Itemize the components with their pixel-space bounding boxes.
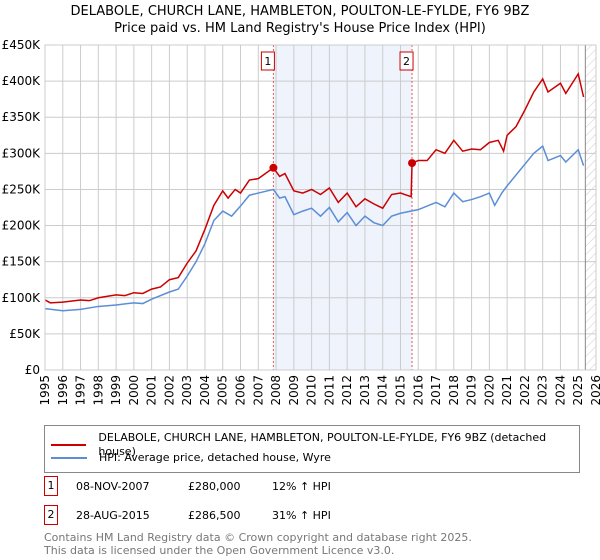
y-tick-label: £250K bbox=[2, 182, 42, 196]
legend-item-property: DELABOLE, CHURCH LANE, HAMBLETON, POULTO… bbox=[51, 431, 579, 459]
x-tick-label: 2007 bbox=[251, 375, 265, 406]
x-tick-label: 2001 bbox=[145, 375, 159, 406]
chart-title: DELABOLE, CHURCH LANE, HAMBLETON, POULTO… bbox=[70, 4, 530, 19]
sale-badge-label: 1 bbox=[264, 55, 271, 68]
transaction-hpi: 31% ↑ HPI bbox=[272, 509, 331, 522]
x-tick-label: 2021 bbox=[500, 375, 514, 406]
transaction-price: £286,500 bbox=[188, 509, 241, 522]
transaction-date: 08-NOV-2007 bbox=[76, 480, 150, 493]
x-tick-label: 1997 bbox=[74, 375, 88, 406]
property-series-line bbox=[44, 71, 585, 304]
y-tick-label: £100K bbox=[2, 291, 42, 305]
legend-swatch-red bbox=[51, 444, 87, 446]
footer: Contains HM Land Registry data © Crown c… bbox=[44, 531, 472, 557]
x-tick-label: 2015 bbox=[393, 375, 407, 406]
legend-label: HPI: Average price, detached house, Wyre bbox=[99, 451, 331, 464]
x-tick-label: 1996 bbox=[56, 375, 70, 406]
x-tick-label: 2000 bbox=[127, 375, 141, 406]
x-tick-label: 2005 bbox=[216, 375, 230, 406]
x-tick-label: 2012 bbox=[340, 375, 354, 406]
transaction-badge: 2 bbox=[44, 505, 58, 525]
y-tick-label: £400K bbox=[2, 74, 42, 88]
sale-badge bbox=[399, 51, 414, 71]
x-tick-label: 2022 bbox=[518, 375, 532, 406]
legend-label: DELABOLE, CHURCH LANE, HAMBLETON, POULTO… bbox=[98, 431, 547, 458]
sale-point bbox=[408, 159, 417, 168]
x-tick-label: 2011 bbox=[322, 375, 336, 406]
x-tick-label: 2025 bbox=[571, 375, 585, 406]
x-tick-label: 2002 bbox=[162, 375, 176, 406]
x-tick-label: 2017 bbox=[429, 375, 443, 406]
x-tick-label: 2004 bbox=[198, 375, 212, 406]
chart-subtitle: Price paid vs. HM Land Registry's House … bbox=[114, 21, 486, 36]
y-tick-label: £150K bbox=[2, 255, 42, 269]
hpi-series-line bbox=[44, 144, 585, 312]
x-tick-label: 2023 bbox=[536, 375, 550, 406]
x-tick-label: 2016 bbox=[411, 375, 425, 406]
footer-line: This data is licensed under the Open Gov… bbox=[44, 544, 395, 557]
x-tick-label: 2008 bbox=[269, 375, 283, 406]
x-tick-label: 2006 bbox=[234, 375, 248, 406]
x-tick-label: 2024 bbox=[553, 375, 567, 406]
plot-border bbox=[44, 44, 597, 371]
x-tick-label: 2003 bbox=[180, 375, 194, 406]
price-chart: 1995 1996 1997 1998 1999 2000 2001 2002 2003 2004… bbox=[2, 38, 600, 406]
x-tick-label: 2014 bbox=[376, 375, 390, 406]
x-tick-label: 1998 bbox=[91, 375, 105, 406]
x-tick-label: 1995 bbox=[38, 375, 52, 406]
sale-point bbox=[269, 163, 278, 172]
legend-item-hpi: HPI: Average price, detached house, Wyre bbox=[51, 451, 331, 465]
x-tick-label: 2013 bbox=[358, 375, 372, 406]
transaction-price: £280,000 bbox=[188, 480, 241, 493]
y-tick-label: £0 bbox=[25, 363, 40, 377]
legend-swatch-blue bbox=[51, 457, 87, 459]
shaded-period bbox=[273, 45, 413, 370]
x-tick-label: 1999 bbox=[109, 375, 123, 406]
footer-line: Contains HM Land Registry data © Crown c… bbox=[44, 531, 472, 544]
y-tick-label: £450K bbox=[2, 38, 42, 52]
legend: DELABOLE, CHURCH LANE, HAMBLETON, POULTO… bbox=[44, 425, 580, 473]
x-tick-label: 2018 bbox=[447, 375, 461, 406]
y-tick-label: £300K bbox=[2, 146, 42, 160]
x-tick-label: 2026 bbox=[589, 375, 600, 406]
y-tick-label: £50K bbox=[9, 327, 41, 341]
x-tick-label: 2019 bbox=[465, 375, 479, 406]
transaction-hpi: 12% ↑ HPI bbox=[272, 480, 331, 493]
transaction-date: 28-AUG-2015 bbox=[76, 509, 150, 522]
sale-badge-label: 2 bbox=[403, 55, 410, 68]
transaction-badge: 1 bbox=[44, 476, 58, 496]
x-tick-label: 2020 bbox=[482, 375, 496, 406]
y-tick-label: £200K bbox=[2, 219, 42, 233]
x-tick-label: 2010 bbox=[305, 375, 319, 406]
x-tick-label: 2009 bbox=[287, 375, 301, 406]
y-tick-label: £350K bbox=[2, 110, 42, 124]
forecast-hatch bbox=[585, 45, 596, 370]
sale-badge bbox=[260, 51, 275, 71]
